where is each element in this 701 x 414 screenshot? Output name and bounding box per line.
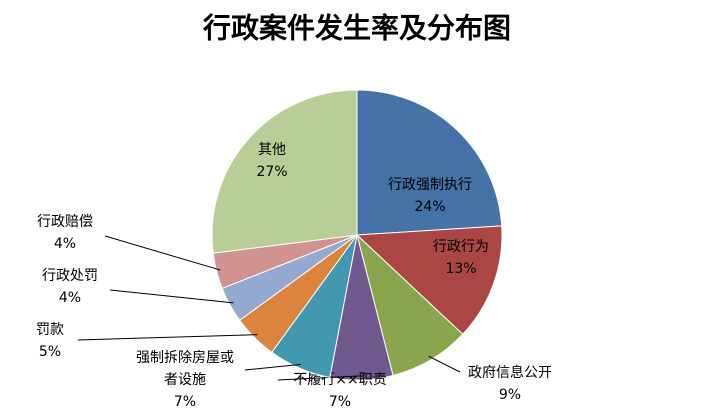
chart-title: 行政案件发生率及分布图 (202, 12, 511, 45)
leader-line (109, 289, 234, 304)
slice-value-label: 7% (174, 394, 196, 410)
slice-value-label: 9% (499, 387, 521, 403)
pie-slice (356, 89, 503, 236)
slice-label: 行政行为 (433, 239, 489, 255)
slice-label: 行政处罚 (42, 268, 98, 284)
pie-slice (355, 225, 503, 335)
slice-label: 行政赔偿 (37, 214, 93, 230)
leader-line (277, 375, 362, 381)
slice-value-label: 13% (445, 261, 476, 277)
leader-line (428, 355, 461, 373)
leader-line (77, 334, 258, 341)
slice-value-label: 7% (329, 394, 351, 410)
leader-line (104, 235, 221, 271)
pie-slice (211, 89, 358, 254)
slice-label: 行政强制执行 (388, 177, 472, 193)
slice-label: 政府信息公开 (468, 364, 552, 381)
slice-value-label: 5% (39, 344, 61, 360)
slice-value-label: 4% (54, 236, 76, 252)
slice-value-label: 4% (59, 290, 81, 306)
slice-label: 强制拆除房屋或 (136, 350, 234, 366)
slice-label: 者设施 (164, 372, 206, 388)
slice-label: 其他 (258, 142, 286, 158)
slice-value-label: 24% (414, 199, 445, 215)
slice-value-label: 27% (256, 164, 287, 180)
pie-slice (356, 233, 464, 377)
leader-line (244, 363, 302, 371)
slice-label: 罚款 (36, 322, 64, 338)
slice-label: 不履行××职责 (293, 372, 386, 388)
